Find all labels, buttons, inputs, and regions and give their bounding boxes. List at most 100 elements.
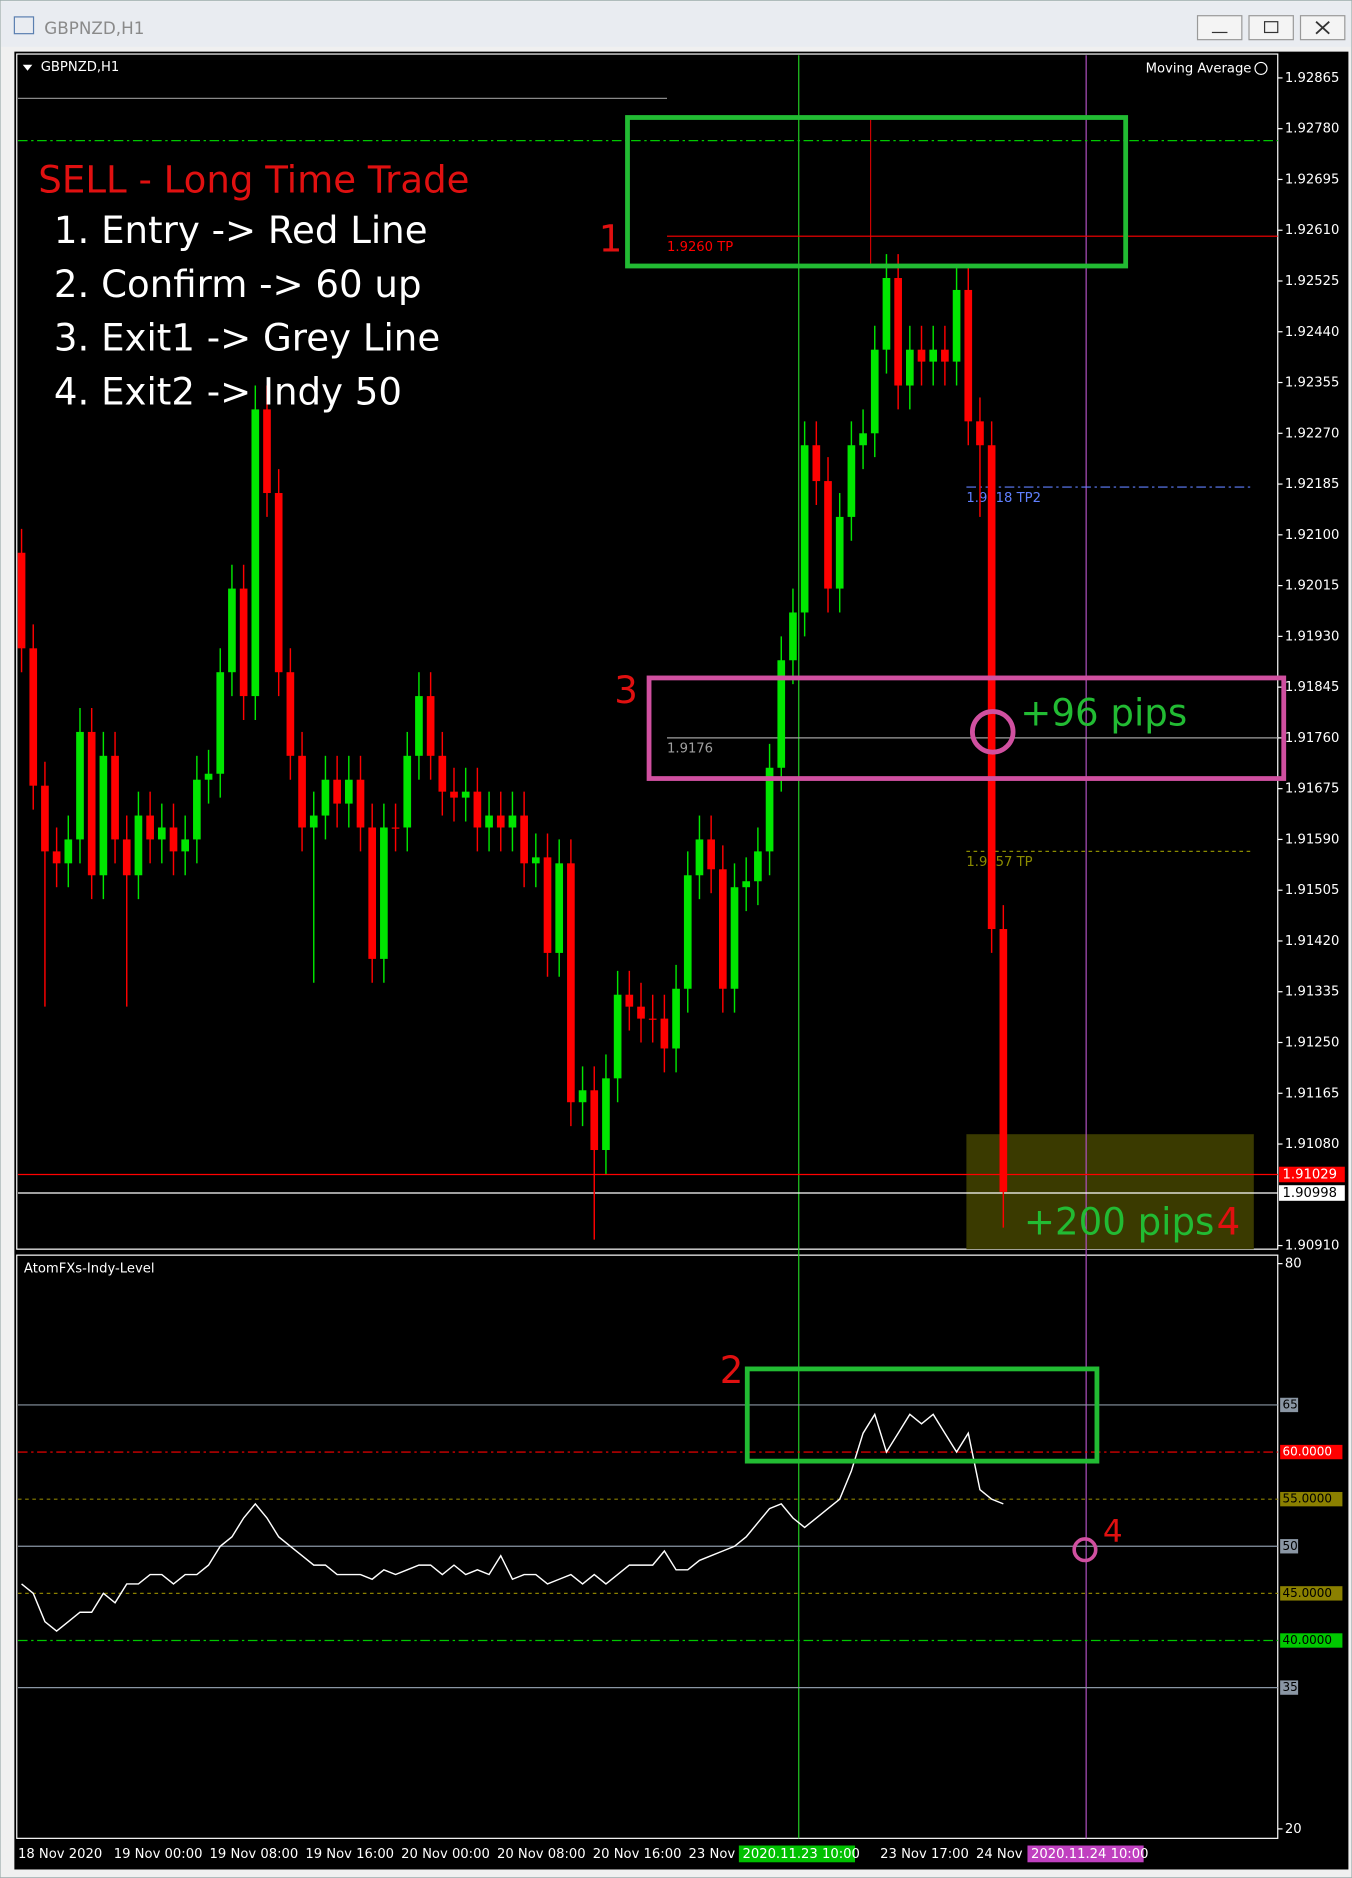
candle-body [29,648,38,786]
candle-body [146,815,154,840]
step: 2. Confirm -> 60 up [54,263,422,306]
step: 1. Entry -> Red Line [54,209,428,252]
profit-zone [966,1134,1254,1250]
x-tick-label: 18 Nov 2020 [18,1847,102,1862]
candle-body [356,779,365,828]
y-tick-label: 1.91165 [1285,1086,1339,1101]
pips-label: +200 pips [1024,1201,1214,1244]
candle-body [193,779,201,840]
y-tick-label: 1.92865 [1285,71,1339,86]
y-tick-label: 1.91845 [1285,680,1339,695]
candle-body [99,755,108,876]
confirm-box [744,1366,1100,1464]
candle-body [824,481,832,589]
candle-body [76,731,84,840]
maximize-button[interactable] [1248,15,1294,41]
x-tick-label: 20 Nov 16:00 [593,1847,682,1862]
maximize-icon [1263,21,1279,34]
candle-body [870,349,879,434]
time-highlight-label: 2020.11.23 10:00 [742,1847,859,1862]
indicator-line [21,1412,1004,1632]
candle-body [52,851,61,864]
candle-body [964,289,973,422]
candle-body [380,827,388,959]
marker: 1 [599,217,623,260]
candle-body [403,755,412,828]
candle-body [321,779,330,816]
step: 3. Exit1 -> Grey Line [54,317,440,360]
candle-body [41,785,49,852]
candle-body [637,1006,645,1019]
y-tick-label: 1.92270 [1285,426,1339,441]
y-tick-label: 1.92525 [1285,274,1339,289]
x-tick-label: 20 Nov 00:00 [401,1847,490,1862]
price-tag-label: 1.90998 [1283,1186,1337,1201]
candle-body [239,588,248,697]
level-tag-label: 40.0000 [1283,1633,1333,1647]
candle-body [695,839,704,876]
candle-body [17,552,26,649]
candle-body [835,516,844,589]
y-tick-label: 1.91080 [1285,1137,1339,1152]
x-tick-label: 23 Nov 17:00 [880,1847,969,1862]
level-label: 1.9176 [667,742,713,757]
x-tick-label: 23 Nov [689,1847,736,1862]
y-tick-label: 1.91760 [1285,731,1339,746]
candle-body [602,1078,610,1151]
window-icon [13,16,35,35]
chart-symbol: GBPNZD,H1 [41,60,120,75]
price-tag [1278,1166,1345,1183]
candle-body [882,278,891,350]
close-icon [1315,21,1330,35]
candle-body [543,857,552,953]
window-title: GBPNZD,H1 [44,18,144,38]
candle-body [987,445,996,930]
candle-body [531,857,540,864]
candle-body [204,773,213,780]
level-tag-label: 55.0000 [1283,1492,1333,1506]
candle-body [496,815,505,828]
window-buttons[interactable] [1196,15,1346,41]
y-tick-label: 1.91250 [1285,1036,1339,1051]
indicator-name: AtomFXs-Indy-Level [24,1261,155,1276]
level-tag [1280,1491,1343,1507]
level-label: 1.9218 TP2 [966,491,1041,506]
candle-body [64,839,73,864]
time-highlight-label: 2020.11.24 10:00 [1031,1847,1148,1862]
level-tag-label: 50 [1283,1539,1298,1553]
candle-body [344,779,353,804]
entry-box [625,115,1129,269]
candle-body [228,588,236,673]
marker: 4 [1103,1514,1123,1550]
y-tick-label: 1.92440 [1285,325,1339,340]
heading: SELL - Long Time Trade [38,159,469,202]
step: 4. Exit2 -> Indy 50 [54,371,402,414]
candle-body [754,851,762,882]
level-tag-label: 60.0000 [1283,1445,1333,1459]
candle-body [578,1090,587,1103]
candle-body [812,445,821,482]
level-tag-label: 65 [1283,1397,1298,1411]
candle-body [917,349,926,362]
candle-body [309,815,318,828]
candle-body [87,731,96,876]
y-tick-label: 1.91505 [1285,883,1339,898]
candle-body [298,755,306,828]
candle-body [157,827,166,840]
minimize-button[interactable] [1196,15,1243,41]
plot: 1.92865 1.92780 1.92695 1.92610 1.92525 1.924… [17,71,1345,1863]
candle-body [765,767,774,852]
pane-menu-icon[interactable] [22,64,33,71]
candle-body [847,445,856,517]
candle-body [567,863,575,1103]
candle-body [368,827,377,959]
level-tag [1280,1586,1343,1601]
marker: 4 [1217,1201,1241,1244]
chart-background [14,51,1349,1870]
y-tick-label: 1.91590 [1285,832,1339,847]
candle-body [648,1018,657,1020]
candle-body [181,839,190,852]
candle-body [952,289,961,362]
